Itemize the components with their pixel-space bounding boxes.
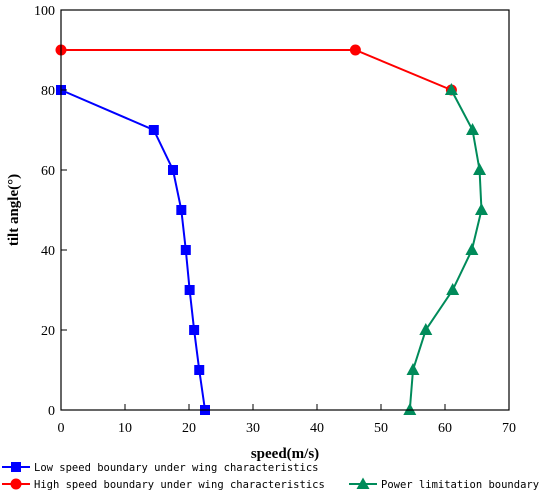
- ticks-layer: 0 10 20 30 40 50 60 70 0 20 40 60 80 100: [34, 4, 516, 436]
- legend-label-low-speed: Low speed boundary under wing characteri…: [34, 462, 318, 474]
- y-tick-label: 100: [34, 4, 55, 19]
- marks-layer: [55, 44, 488, 415]
- x-tick-label: 40: [310, 421, 324, 436]
- data-point-low-speed: [194, 365, 205, 375]
- data-point-low-speed: [176, 205, 187, 215]
- legend-item-high-speed: High speed boundary under wing character…: [2, 478, 325, 491]
- plot-frame: [60, 9, 510, 411]
- data-point-low-speed: [148, 125, 159, 135]
- legend-label-high-speed: High speed boundary under wing character…: [34, 479, 325, 491]
- x-tick-label: 70: [502, 421, 516, 436]
- data-point-power-limit: [446, 283, 460, 295]
- data-point-power-limit: [465, 243, 479, 255]
- data-point-low-speed: [168, 165, 178, 175]
- data-point-low-speed: [184, 285, 195, 295]
- x-tick-label: 0: [58, 421, 65, 436]
- legend-marker-high-speed: [10, 478, 22, 490]
- legend-label-power-limit: Power limitation boundary: [381, 479, 539, 491]
- y-tick-label: 40: [41, 244, 55, 259]
- legend-marker-low-speed: [11, 462, 21, 472]
- x-tick-label: 30: [246, 421, 260, 436]
- x-tick-label: 50: [374, 421, 388, 436]
- data-point-power-limit: [466, 123, 480, 135]
- y-tick-label: 60: [41, 164, 55, 179]
- legend-marker-power-limit: [356, 477, 370, 489]
- data-point-power-limit: [403, 403, 417, 415]
- data-point-power-limit: [444, 83, 458, 95]
- legend-item-low-speed: Low speed boundary under wing characteri…: [2, 462, 318, 474]
- data-point-high-speed: [349, 44, 361, 56]
- series-line-high-speed: [61, 49, 452, 91]
- y-tick-label: 0: [48, 404, 55, 419]
- y-tick-label: 20: [41, 324, 55, 339]
- data-point-low-speed: [189, 325, 200, 335]
- x-tick-label: 60: [438, 421, 452, 436]
- legend-item-power-limit: Power limitation boundary: [349, 477, 539, 491]
- data-point-power-limit: [419, 323, 433, 335]
- data-point-low-speed: [180, 245, 191, 255]
- data-point-power-limit: [406, 363, 420, 375]
- data-point-power-limit: [474, 203, 488, 215]
- x-tick-label: 20: [182, 421, 196, 436]
- x-tick-label: 10: [118, 421, 132, 436]
- data-point-power-limit: [473, 163, 487, 175]
- y-tick-label: 80: [41, 84, 55, 99]
- x-axis-title: speed(m/s): [251, 446, 319, 462]
- legend: Low speed boundary under wing characteri…: [2, 462, 539, 491]
- y-axis-title: tilt angle(°): [6, 174, 22, 246]
